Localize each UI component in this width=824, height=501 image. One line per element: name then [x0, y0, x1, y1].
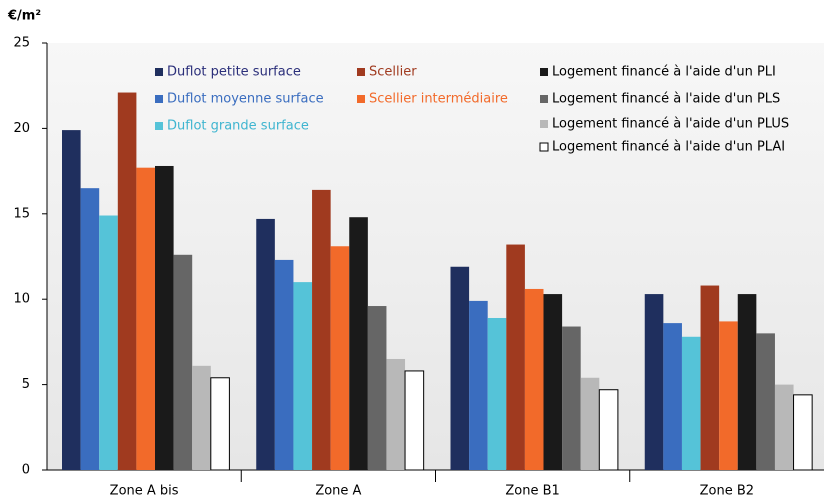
- bar: [719, 321, 738, 470]
- legend-swatch: [357, 68, 365, 76]
- bar: [644, 294, 664, 470]
- bar: [62, 130, 81, 470]
- bar: [756, 333, 775, 470]
- legend-swatch: [540, 120, 548, 128]
- legend-label: Duflot moyenne surface: [167, 92, 324, 107]
- bar: [404, 370, 425, 471]
- bar: [274, 259, 294, 470]
- legend-swatch: [539, 142, 549, 152]
- legend-swatch: [155, 95, 163, 103]
- bar: [580, 377, 600, 470]
- bar: [117, 92, 137, 471]
- x-tick-label: Zone B2: [700, 484, 754, 499]
- bar: [386, 358, 406, 470]
- bar: [155, 165, 174, 470]
- bar: [506, 244, 525, 470]
- unit-label: €/m²: [7, 9, 41, 24]
- bar: [524, 288, 544, 470]
- bar: [737, 294, 757, 470]
- bar: [80, 188, 100, 470]
- bar: [349, 217, 368, 470]
- legend-label: Logement financé à l'aide d'un PLUS: [552, 117, 789, 132]
- bar: [469, 300, 488, 470]
- legend-label: Logement financé à l'aide d'un PLS: [552, 92, 780, 107]
- legend-label: Duflot grande surface: [167, 119, 309, 134]
- legend-label: Logement financé à l'aide d'un PLI: [552, 65, 776, 80]
- legend-label: Logement financé à l'aide d'un PLAI: [552, 140, 785, 155]
- bar: [293, 282, 313, 470]
- bar: [173, 254, 193, 470]
- legend-swatch: [357, 95, 365, 103]
- y-tick-label: 10: [13, 292, 30, 307]
- legend-swatch: [540, 95, 548, 103]
- legend-swatch: [540, 68, 548, 76]
- bar: [543, 294, 563, 470]
- x-tick-label: Zone B1: [505, 484, 559, 499]
- bar: [562, 326, 581, 470]
- bar: [99, 215, 118, 470]
- bar: [774, 384, 794, 470]
- bar: [192, 365, 211, 470]
- bar: [487, 317, 507, 470]
- bar: [330, 246, 350, 470]
- y-tick-label: 20: [13, 121, 30, 136]
- legend-label: Scellier intermédiaire: [369, 92, 508, 107]
- bar: [210, 377, 230, 471]
- bar: [681, 336, 701, 470]
- legend-label: Scellier: [369, 65, 417, 80]
- bar: [598, 389, 619, 471]
- y-tick-label: 0: [22, 463, 30, 478]
- bar: [700, 285, 720, 470]
- bar: [450, 266, 470, 470]
- y-tick-label: 25: [13, 36, 30, 51]
- legend-label: Duflot petite surface: [167, 65, 301, 80]
- y-tick-label: 5: [22, 377, 30, 392]
- bar: [793, 394, 813, 471]
- bar: [663, 323, 682, 470]
- legend-swatch: [155, 122, 163, 130]
- bar: [367, 306, 387, 470]
- x-tick-label: Zone A: [315, 484, 361, 499]
- y-tick-label: 15: [13, 206, 30, 221]
- x-tick-label: Zone A bis: [110, 484, 179, 499]
- bar: [256, 218, 275, 470]
- bar: [312, 189, 331, 470]
- legend-swatch: [155, 68, 163, 76]
- bar: [136, 167, 155, 470]
